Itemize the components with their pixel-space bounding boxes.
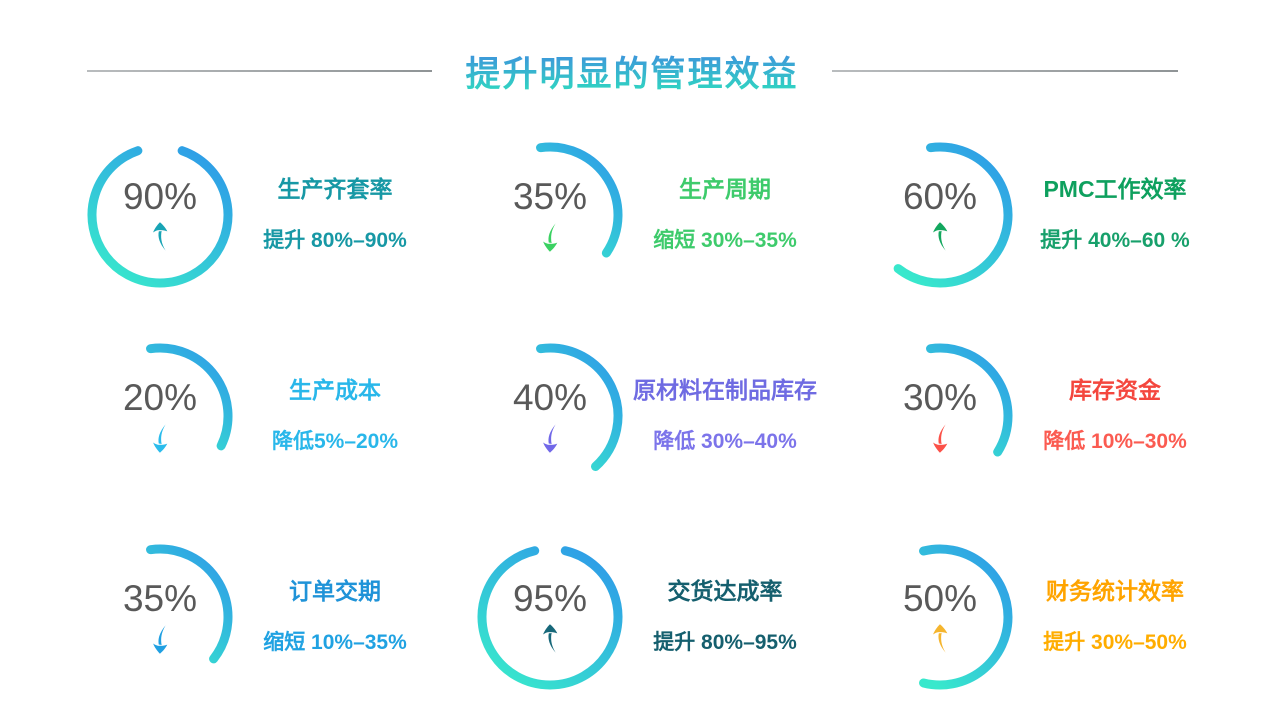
divider-left: [87, 70, 432, 72]
gauge: 95%: [475, 542, 625, 692]
gauge-center: 40%: [475, 341, 625, 491]
gauge-arc-icon: [919, 544, 1013, 689]
gauge-center: 50%: [865, 542, 1015, 692]
metric-card: 50% 财务统计效率 提升 30%–50%: [865, 516, 1255, 717]
card-subtitle: 缩短 10%–35%: [263, 630, 407, 654]
card-subtitle: 缩短 30%–35%: [653, 228, 797, 252]
metric-card: 60% PMC工作效率 提升 40%–60 %: [865, 114, 1255, 315]
percent-value: 30%: [902, 376, 978, 418]
metric-card: 20% 生产成本 降低5%–20%: [85, 315, 475, 516]
arrow-up-icon: [152, 221, 167, 251]
metric-card: 35% 生产周期 缩短 30%–35%: [475, 114, 865, 315]
gauge-arc-icon: [146, 544, 233, 663]
gauge: 60%: [865, 140, 1015, 290]
card-subtitle: 降低 30%–40%: [653, 429, 797, 453]
gauge-arc-icon: [536, 142, 623, 258]
arrow-down-icon: [932, 423, 947, 453]
card-text: 生产成本 降低5%–20%: [235, 377, 435, 453]
gauge-center: 35%: [85, 542, 235, 692]
gauge: 35%: [85, 542, 235, 692]
card-title: 库存资金: [1069, 377, 1161, 404]
percent-value: 95%: [512, 577, 588, 619]
gauge-arc-icon: [477, 545, 623, 689]
card-title: PMC工作效率: [1043, 176, 1187, 203]
percent-value: 50%: [902, 577, 978, 619]
card-subtitle: 提升 80%–95%: [653, 630, 797, 654]
card-text: 财务统计效率 提升 30%–50%: [1015, 578, 1215, 654]
gauge-arc-icon: [893, 142, 1013, 287]
metric-card: 90% 生产齐套率 提升 80%–90%: [85, 114, 475, 315]
gauge-center: 35%: [475, 140, 625, 290]
card-title: 订单交期: [289, 578, 381, 605]
gauge-center: 20%: [85, 341, 235, 491]
arrow-up-icon: [542, 623, 557, 653]
card-text: PMC工作效率 提升 40%–60 %: [1015, 176, 1215, 252]
card-text: 生产齐套率 提升 80%–90%: [235, 176, 435, 252]
percent-value: 20%: [122, 376, 198, 418]
arrow-down-icon: [152, 423, 167, 453]
cards-grid: 90% 生产齐套率 提升 80%–90% 35% 生产周期: [85, 114, 1255, 717]
card-text: 库存资金 降低 10%–30%: [1015, 377, 1215, 453]
gauge: 35%: [475, 140, 625, 290]
gauge: 90%: [85, 140, 235, 290]
percent-value: 90%: [122, 175, 198, 217]
metric-card: 30% 库存资金 降低 10%–30%: [865, 315, 1255, 516]
percent-value: 35%: [122, 577, 198, 619]
metric-card: 40% 原材料在制品库存 降低 30%–40%: [475, 315, 865, 516]
metric-card: 95% 交货达成率 提升 80%–95%: [475, 516, 865, 717]
card-subtitle: 提升 80%–90%: [263, 228, 407, 252]
card-title: 生产齐套率: [277, 176, 393, 203]
gauge-arc-icon: [536, 343, 623, 471]
percent-value: 40%: [512, 376, 588, 418]
gauge-center: 60%: [865, 140, 1015, 290]
card-text: 原材料在制品库存 降低 30%–40%: [625, 377, 825, 453]
arrow-up-icon: [932, 623, 947, 653]
gauge-arc-icon: [146, 343, 233, 450]
card-subtitle: 降低 10%–30%: [1043, 429, 1187, 453]
arrow-down-icon: [542, 423, 557, 453]
card-subtitle: 提升 30%–50%: [1043, 630, 1187, 654]
gauge-center: 90%: [85, 140, 235, 290]
gauge-arc-icon: [926, 343, 1013, 457]
card-title: 生产成本: [289, 377, 381, 404]
page-title: 提升明显的管理效益: [0, 46, 1264, 97]
arrow-up-icon: [932, 221, 947, 251]
metric-card: 35% 订单交期 缩短 10%–35%: [85, 516, 475, 717]
arrow-down-icon: [152, 624, 167, 654]
card-title: 原材料在制品库存: [633, 377, 817, 404]
card-text: 生产周期 缩短 30%–35%: [625, 176, 825, 252]
card-text: 交货达成率 提升 80%–95%: [625, 578, 825, 654]
gauge-arc-icon: [87, 145, 233, 287]
divider-right: [832, 70, 1178, 72]
card-subtitle: 降低5%–20%: [271, 429, 399, 453]
percent-value: 60%: [902, 175, 978, 217]
card-title: 生产周期: [679, 176, 771, 203]
gauge: 40%: [475, 341, 625, 491]
gauge-center: 30%: [865, 341, 1015, 491]
gauge: 30%: [865, 341, 1015, 491]
gauge-center: 95%: [475, 542, 625, 692]
card-title: 财务统计效率: [1046, 578, 1184, 605]
gauge: 50%: [865, 542, 1015, 692]
header: 提升明显的管理效益: [0, 0, 1264, 110]
percent-value: 35%: [512, 175, 588, 217]
card-subtitle: 提升 40%–60 %: [1040, 228, 1190, 252]
card-text: 订单交期 缩短 10%–35%: [235, 578, 435, 654]
card-title: 交货达成率: [667, 578, 783, 605]
arrow-down-icon: [542, 222, 557, 252]
gauge: 20%: [85, 341, 235, 491]
